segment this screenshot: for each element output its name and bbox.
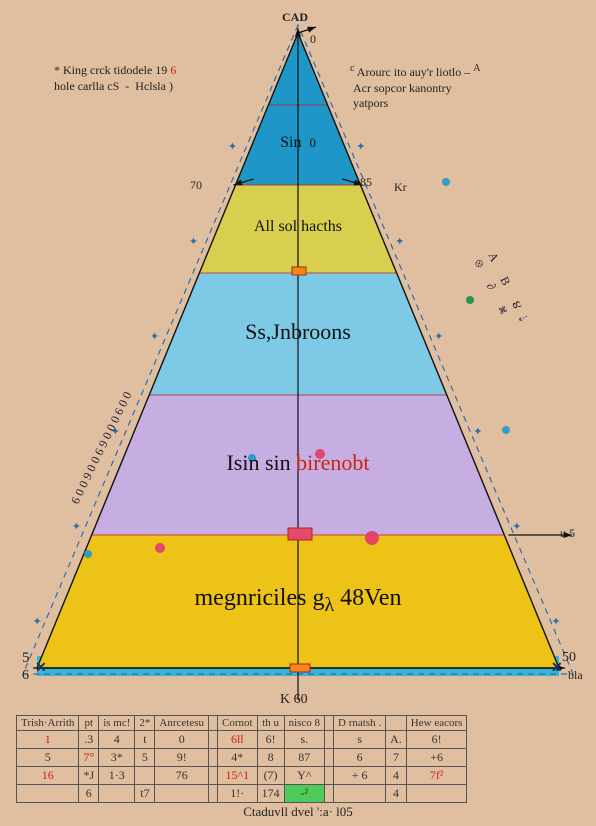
axis-bottom-label: K 60 — [280, 692, 308, 708]
axis-right-50: 50 — [562, 650, 576, 666]
note-top-left: * King crck tidodele 19 6hole carlla cS … — [54, 62, 176, 94]
tier-label-5: megnriciles gλ 48Ven — [0, 585, 596, 617]
axis-left-5: 5 — [22, 650, 30, 667]
svg-text:✦: ✦ — [551, 616, 560, 628]
svg-text:✦: ✦ — [395, 236, 404, 248]
svg-text:✦: ✦ — [189, 236, 198, 248]
svg-text:✦: ✦ — [473, 426, 482, 438]
svg-text:✕: ✕ — [551, 661, 563, 676]
data-table: Trish·Arrithptis mc!2*AnrcetesuCornotth … — [16, 715, 467, 803]
caption: Ctaduvll dvel ':a· l05 — [0, 804, 596, 820]
svg-text:✦: ✦ — [512, 521, 521, 533]
note-top-right: c Arourc ito auy'r liotlo – A Acr sopcor… — [350, 62, 481, 112]
axis-right-bla: bla — [568, 668, 583, 683]
axis-apex-zero: 0 — [310, 32, 316, 47]
axis-top-label: CAD — [282, 10, 308, 25]
tier-label-2: All sol hacths — [0, 218, 596, 236]
axis-left-6: 6 — [22, 668, 29, 684]
axis-mid-arrow-u5: u 5 — [560, 526, 575, 541]
axis-tick-right-kr: Kr — [394, 180, 407, 195]
axis-tick-right-85: 85 — [360, 175, 372, 190]
svg-text:✦: ✦ — [33, 616, 42, 628]
svg-text:✕: ✕ — [35, 661, 47, 676]
axis-tick-left-70: 70 — [190, 178, 202, 193]
svg-text:✦: ✦ — [72, 521, 81, 533]
tier-label-1: Sin 0 — [0, 134, 596, 152]
